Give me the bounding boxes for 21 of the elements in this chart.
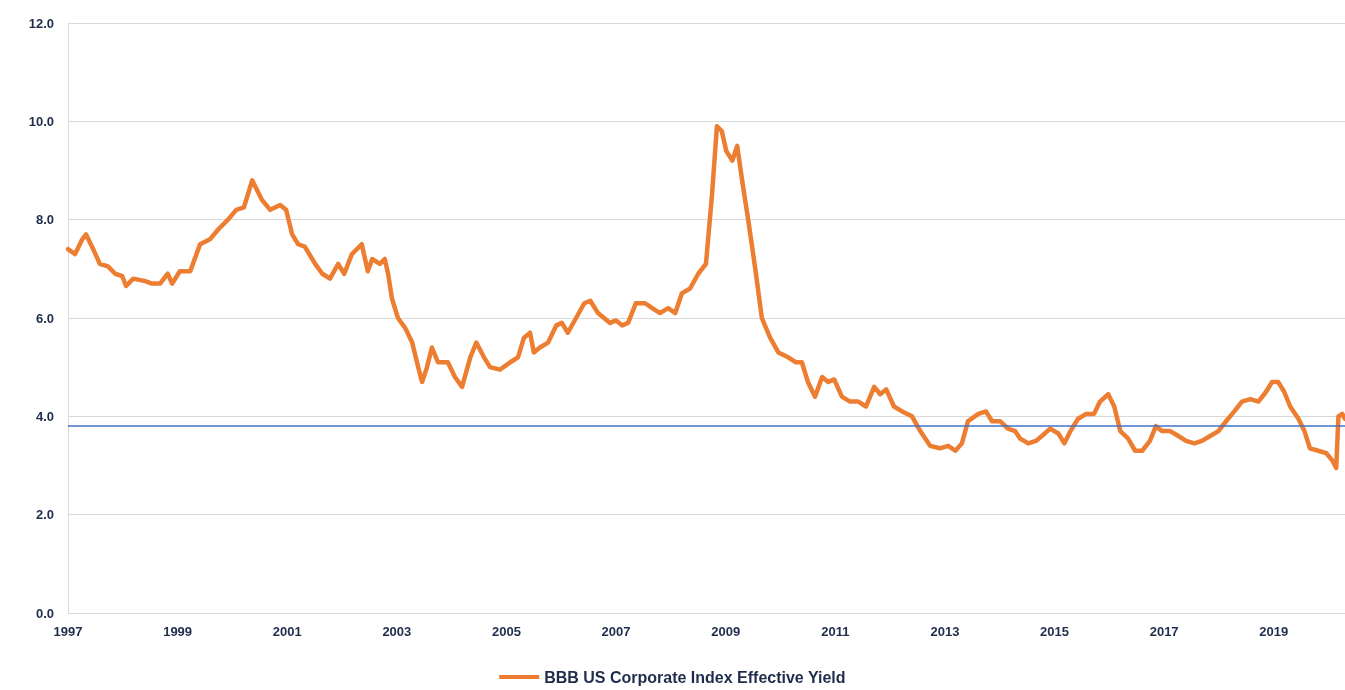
y-tick-label: 4.0 <box>35 408 54 424</box>
x-tick-label: 1997 <box>53 624 83 639</box>
y-tick-label: 0.0 <box>35 605 54 621</box>
x-tick-label: 1999 <box>163 624 193 639</box>
y-tick-label: 10.0 <box>28 113 54 129</box>
line-series <box>65 124 1345 471</box>
x-tick-label: 2013 <box>930 624 960 639</box>
x-tick-label: 2009 <box>711 624 741 639</box>
y-tick-label: 6.0 <box>35 310 54 326</box>
x-tick-label: 2003 <box>382 624 412 639</box>
x-tick-label: 2011 <box>821 624 850 639</box>
y-tick-label: 2.0 <box>35 507 54 523</box>
x-tick-label: 2019 <box>1259 624 1289 639</box>
x-tick-label: 2015 <box>1040 624 1069 639</box>
x-tick-label: 2005 <box>491 624 521 639</box>
legend-label: BBB US Corporate Index Effective Yield <box>544 668 846 686</box>
x-tick-label: 2017 <box>1149 624 1179 639</box>
x-tick-label: 2001 <box>272 624 302 639</box>
y-tick-label: 8.0 <box>35 212 54 228</box>
x-tick-label: 2007 <box>601 624 631 639</box>
y-tick-label: 12.0 <box>28 15 54 31</box>
